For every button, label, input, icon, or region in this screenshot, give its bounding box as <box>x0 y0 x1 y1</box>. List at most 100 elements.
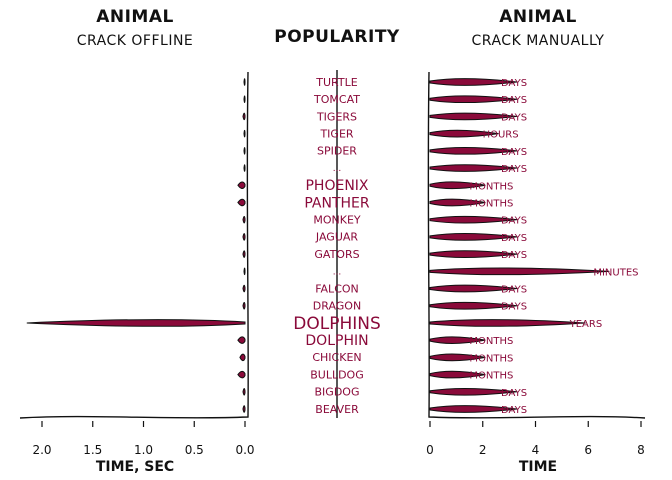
right-bar-label: DAYS <box>501 78 527 89</box>
left-bar <box>243 164 246 172</box>
right-bar-label: DAYS <box>501 388 527 399</box>
left-tick-label: 1.0 <box>134 443 153 457</box>
category-label: DRAGON <box>313 300 361 313</box>
center-title: POPULARITY <box>274 27 400 47</box>
left-bar <box>243 129 246 138</box>
category-label: BULLDOG <box>310 368 364 381</box>
right-bar <box>429 78 518 86</box>
right-bar-label: HOURS <box>483 130 519 141</box>
right-bar-label: DAYS <box>501 250 527 261</box>
left-bar <box>242 250 246 258</box>
right-bar-label: DAYS <box>501 302 527 313</box>
right-bar <box>429 233 518 241</box>
category-label: JAGUAR <box>315 231 358 244</box>
right-bar-label: MONTHS <box>469 181 513 192</box>
right-subtitle: CRACK MANUALLY <box>472 33 605 49</box>
category-label: TOMCAT <box>313 93 360 106</box>
left-bar <box>242 233 246 241</box>
right-bar <box>429 301 518 310</box>
left-bar <box>243 78 246 86</box>
right-bar-label: DAYS <box>501 164 527 175</box>
right-title: ANIMAL <box>499 7 577 27</box>
left-bar <box>239 353 246 362</box>
right-bar <box>429 388 518 396</box>
right-bar-label: YEARS <box>569 319 603 330</box>
left-bar <box>242 388 246 396</box>
category-label: MONKEY <box>313 214 361 227</box>
category-label: GATORS <box>314 248 359 261</box>
right-tick-label: 8 <box>637 443 645 457</box>
right-bar <box>429 353 486 362</box>
left-subtitle: CRACK OFFLINE <box>77 33 194 49</box>
right-bar-label: MONTHS <box>469 371 513 382</box>
right-bar-label: MONTHS <box>469 353 513 364</box>
category-label: CHICKEN <box>312 351 361 364</box>
center-divider <box>336 69 338 419</box>
right-bar-label: DAYS <box>501 147 527 158</box>
category-label: PHOENIX <box>305 178 368 194</box>
left-bar <box>243 95 246 103</box>
category-label: SPIDER <box>317 145 357 158</box>
left-bar <box>243 147 246 155</box>
category-label: DOLPHINS <box>293 314 381 334</box>
category-label: BEAVER <box>315 403 359 416</box>
right-bar <box>429 250 518 258</box>
right-bar-label: MINUTES <box>593 267 638 278</box>
right-bar <box>429 198 486 207</box>
right-bar <box>429 336 486 344</box>
right-bar <box>429 405 518 413</box>
right-bar <box>429 147 518 155</box>
left-tick-label: 1.5 <box>83 443 102 457</box>
category-label: TURTLE <box>315 76 357 89</box>
right-bar-label: DAYS <box>501 285 527 296</box>
right-bar-label: DAYS <box>501 233 527 244</box>
category-label: TIGERS <box>316 110 357 123</box>
right-bar-label: DAYS <box>501 405 527 416</box>
left-tick-label: 0.5 <box>185 443 204 457</box>
right-bar <box>429 370 486 379</box>
left-bar <box>243 267 246 276</box>
left-bar <box>237 336 246 344</box>
left-bar <box>237 370 246 379</box>
left-bar <box>242 215 246 224</box>
right-bar-label: DAYS <box>501 95 527 106</box>
left-bar <box>242 284 246 293</box>
right-bar <box>429 319 586 327</box>
right-bar <box>429 215 518 224</box>
category-label: PANTHER <box>304 195 370 211</box>
right-bar-label: MONTHS <box>469 198 513 209</box>
left-axis-frame <box>19 71 249 419</box>
right-xlabel: TIME <box>519 459 557 475</box>
left-bar <box>242 112 246 121</box>
left-bar <box>242 405 246 413</box>
category-label: DOLPHIN <box>305 333 368 349</box>
right-bar-label: MONTHS <box>469 336 513 347</box>
category-label: BIGDOG <box>315 386 360 399</box>
right-bar <box>429 95 518 103</box>
category-label: ... <box>333 164 342 174</box>
right-bar <box>429 164 518 172</box>
right-bar <box>429 267 610 276</box>
right-tick-label: 0 <box>426 443 434 457</box>
right-bar-label: DAYS <box>501 216 527 227</box>
right-tick-label: 2 <box>479 443 487 457</box>
right-bar <box>429 181 486 189</box>
left-bar <box>242 302 246 310</box>
category-label: TIGER <box>319 127 353 140</box>
right-bar <box>429 284 518 293</box>
right-axis-frame <box>427 71 646 419</box>
left-tick-label: 2.0 <box>32 443 51 457</box>
right-tick-label: 6 <box>584 443 592 457</box>
category-label: ... <box>333 267 342 277</box>
left-bar <box>237 181 246 189</box>
right-bar-label: DAYS <box>501 112 527 123</box>
category-label: FALCON <box>315 282 359 295</box>
right-bar <box>429 129 499 138</box>
right-tick-label: 4 <box>532 443 540 457</box>
right-bar <box>429 112 518 121</box>
left-xlabel: TIME, SEC <box>96 459 174 475</box>
left-title: ANIMAL <box>96 7 174 27</box>
left-bar <box>26 319 246 327</box>
left-tick-label: 0.0 <box>235 443 254 457</box>
